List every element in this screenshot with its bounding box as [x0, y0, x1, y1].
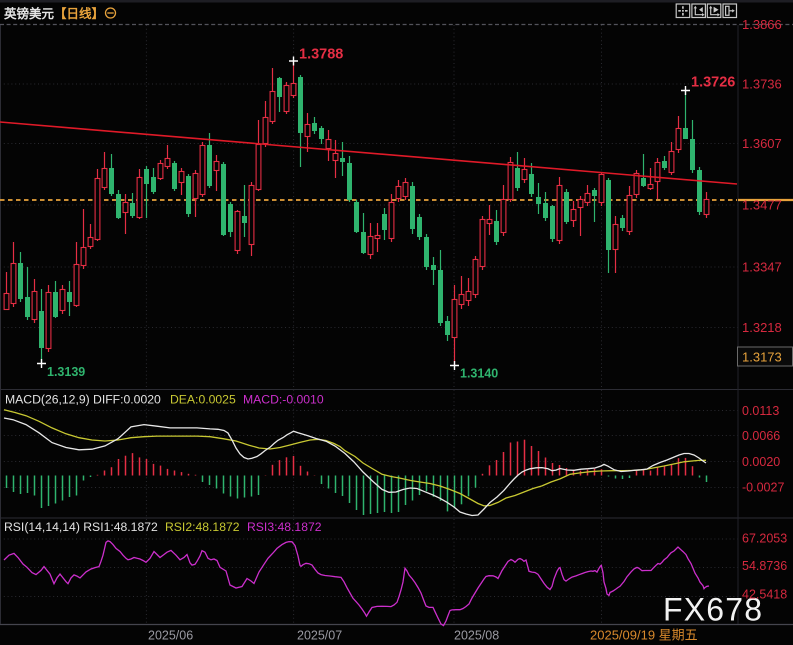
- svg-text:-0.0027: -0.0027: [742, 481, 784, 495]
- svg-text:1.3140: 1.3140: [460, 367, 498, 381]
- svg-text:1.3736: 1.3736: [742, 77, 782, 92]
- svg-text:RSI(14,14,14) RSI1:48.1872: RSI(14,14,14) RSI1:48.1872: [4, 520, 158, 534]
- svg-text:67.2053: 67.2053: [742, 532, 787, 546]
- svg-text:MACD:-0.0010: MACD:-0.0010: [243, 393, 324, 407]
- svg-text:0.0066: 0.0066: [742, 429, 780, 443]
- svg-text:2025/09/19 星期五: 2025/09/19 星期五: [590, 628, 698, 643]
- svg-text:英镑美元【日线】: 英镑美元【日线】: [4, 6, 104, 21]
- svg-text:42.5418: 42.5418: [742, 588, 787, 602]
- svg-text:2025/08: 2025/08: [454, 629, 499, 643]
- svg-text:1.3477: 1.3477: [742, 198, 782, 213]
- svg-text:1.3788: 1.3788: [299, 47, 343, 63]
- svg-text:1.3607: 1.3607: [742, 136, 782, 151]
- svg-text:1.3173: 1.3173: [742, 350, 782, 365]
- svg-text:1.3139: 1.3139: [47, 365, 85, 379]
- svg-text:54.8736: 54.8736: [742, 559, 787, 573]
- svg-text:1.3347: 1.3347: [742, 260, 782, 275]
- svg-text:RSI2:48.1872: RSI2:48.1872: [165, 520, 240, 534]
- svg-text:2025/07: 2025/07: [297, 629, 342, 643]
- svg-text:RSI3:48.1872: RSI3:48.1872: [247, 520, 322, 534]
- svg-text:MACD(26,12,9) DIFF:0.0020: MACD(26,12,9) DIFF:0.0020: [5, 393, 161, 407]
- svg-text:1.3218: 1.3218: [742, 320, 782, 335]
- svg-text:DEA:0.0025: DEA:0.0025: [170, 393, 236, 407]
- svg-text:FX678: FX678: [663, 592, 763, 628]
- svg-text:1.3866: 1.3866: [742, 17, 782, 32]
- svg-text:2025/06: 2025/06: [148, 629, 193, 643]
- svg-text:0.0113: 0.0113: [742, 404, 779, 418]
- svg-text:0.0020: 0.0020: [742, 455, 780, 469]
- svg-text:1.3726: 1.3726: [691, 75, 735, 91]
